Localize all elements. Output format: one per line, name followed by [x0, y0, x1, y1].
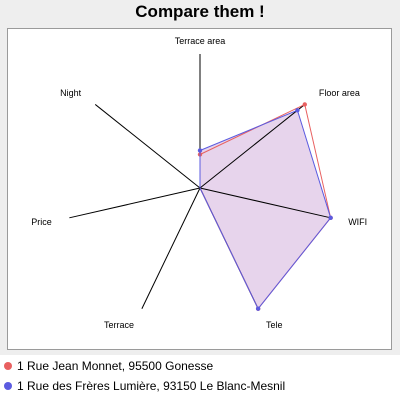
- legend-dot-series-2: [4, 382, 12, 390]
- radar-chart: Terrace area Floor area WIFI Tele Terrace Pri…: [31, 36, 367, 330]
- axis-label-5: Price: [31, 217, 52, 227]
- axis-line-6: [94, 104, 201, 189]
- legend-label-series-1: 1 Rue Jean Monnet, 95500 Gonesse: [17, 359, 214, 373]
- series-2-point-2: [328, 215, 333, 221]
- series-2-point-1: [295, 108, 300, 113]
- legend-item-series-2: 1 Rue des Frères Lumière, 93150 Le Blanc…: [4, 377, 285, 395]
- chart-title: Compare them !: [135, 2, 265, 21]
- axis-line-5: [69, 187, 201, 219]
- axis-line-2: [199, 187, 331, 219]
- series-outline-2: [199, 109, 332, 310]
- axis-label-6: Night: [60, 88, 82, 98]
- radar-fill: [200, 110, 331, 309]
- legend-dot-series-1: [4, 362, 12, 370]
- legend-item-series-1: 1 Rue Jean Monnet, 95500 Gonesse: [4, 357, 213, 375]
- series-2-point-3: [255, 306, 261, 311]
- series-1-point-1: [302, 102, 307, 107]
- axis-label-1: Floor area: [319, 88, 360, 98]
- axis-label-4: Terrace: [104, 320, 134, 330]
- axis-label-3: Tele: [266, 320, 283, 330]
- axis-line-1: [199, 104, 306, 189]
- series-2-point-0: [197, 148, 203, 153]
- axis-label-0: Terrace area: [175, 36, 226, 46]
- axis-line-4: [141, 187, 201, 309]
- axis-label-2: WIFI: [348, 217, 367, 227]
- legend: 1 Rue Jean Monnet, 95500 Gonesse 1 Rue d…: [0, 355, 400, 400]
- legend-label-series-2: 1 Rue des Frères Lumière, 93150 Le Blanc…: [17, 379, 286, 393]
